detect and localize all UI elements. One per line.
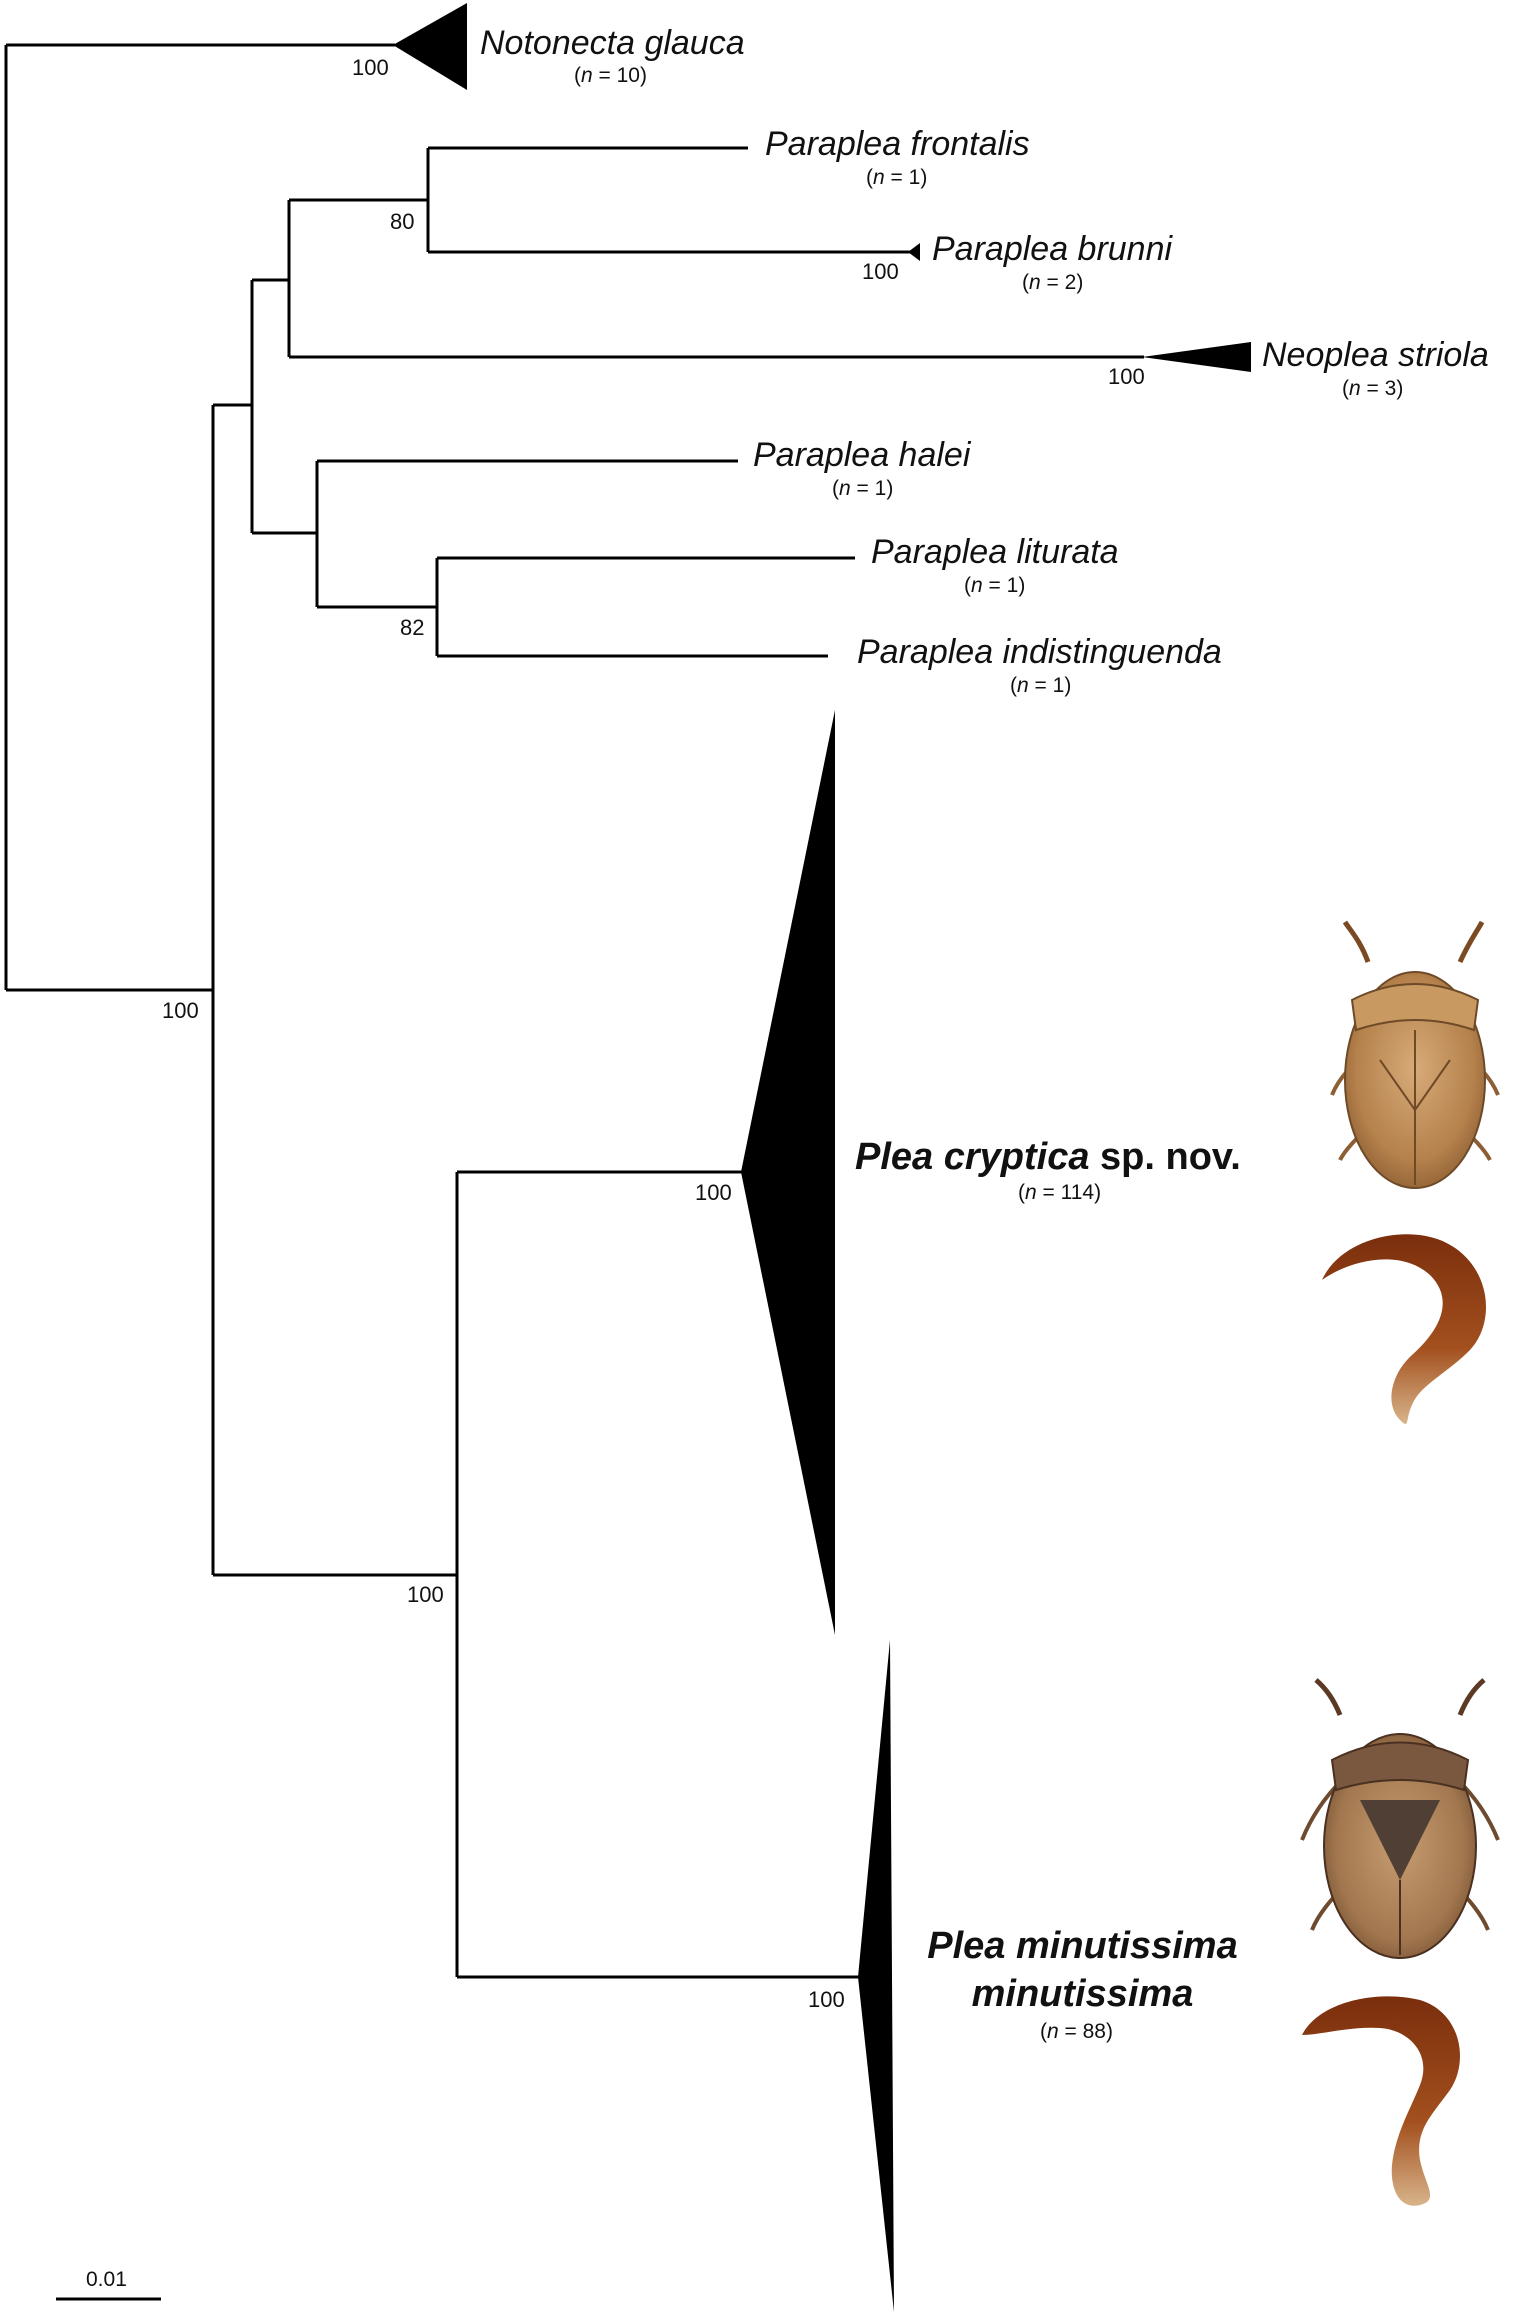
taxon-label-minutissima: Plea minutissima minutissima [905, 1922, 1260, 2018]
support-value-notonecta: 100 [352, 55, 389, 80]
count-label-cryptica: (n = 114) [1018, 1181, 1102, 1204]
clade-triangle-notonecta [393, 3, 467, 90]
support-value-cryptica: 100 [695, 1180, 732, 1205]
support-value-liturata-indistinguenda: 82 [400, 615, 425, 640]
clade-triangle-brunni [908, 243, 920, 261]
support-value-brunni: 100 [862, 259, 899, 284]
taxon-label-frontalis: Paraplea frontalis [765, 125, 1030, 163]
taxon-label-minutissima-line1: Plea minutissima [927, 1925, 1238, 1967]
beetle-dorsal-icon-cryptica [1330, 920, 1500, 1189]
count-label-minutissima: (n = 88) [1040, 2020, 1113, 2043]
support-value-minutissima: 100 [808, 1987, 845, 2012]
support-value-neoplea: 100 [1108, 364, 1145, 389]
taxon-label-indistinguenda: Paraplea indistinguenda [857, 633, 1222, 671]
collapsed-clades [393, 3, 1251, 2312]
support-value-plea: 100 [407, 1582, 444, 1607]
count-label-neoplea: (n = 3) [1342, 377, 1404, 400]
clade-triangle-cryptica [741, 710, 835, 1635]
count-label-liturata: (n = 1) [964, 574, 1026, 597]
count-label-notonecta: (n = 10) [574, 64, 647, 87]
count-label-halei: (n = 1) [832, 477, 894, 500]
count-label-indistinguenda: (n = 1) [1010, 674, 1072, 697]
count-label-frontalis: (n = 1) [866, 166, 928, 189]
taxon-label-minutissima-line2: minutissima [971, 1973, 1194, 2015]
taxon-label-liturata: Paraplea liturata [871, 533, 1119, 571]
taxon-label-cryptica: Plea cryptica sp. nov. [855, 1136, 1241, 1178]
taxon-label-brunni: Paraplea brunni [932, 230, 1173, 268]
genitalia-icon-minutissima [1302, 1996, 1460, 2206]
genitalia-icon-cryptica [1322, 1234, 1486, 1425]
beetle-dorsal-icon-minutissima [1300, 1678, 1500, 1959]
clade-triangle-neoplea [1142, 342, 1251, 372]
taxon-label-halei: Paraplea halei [753, 436, 971, 474]
scale-bar-label: 0.01 [86, 2268, 127, 2291]
support-value-frontalis-brunni: 80 [390, 209, 415, 234]
taxon-label-neoplea: Neoplea striola [1262, 336, 1489, 374]
support-value-root: 100 [162, 998, 199, 1023]
tree-branches [4, 43, 1144, 1979]
count-label-brunni: (n = 2) [1022, 271, 1084, 294]
taxon-label-notonecta: Notonecta glauca [480, 24, 745, 62]
clade-triangle-minutissima [858, 1640, 894, 2312]
